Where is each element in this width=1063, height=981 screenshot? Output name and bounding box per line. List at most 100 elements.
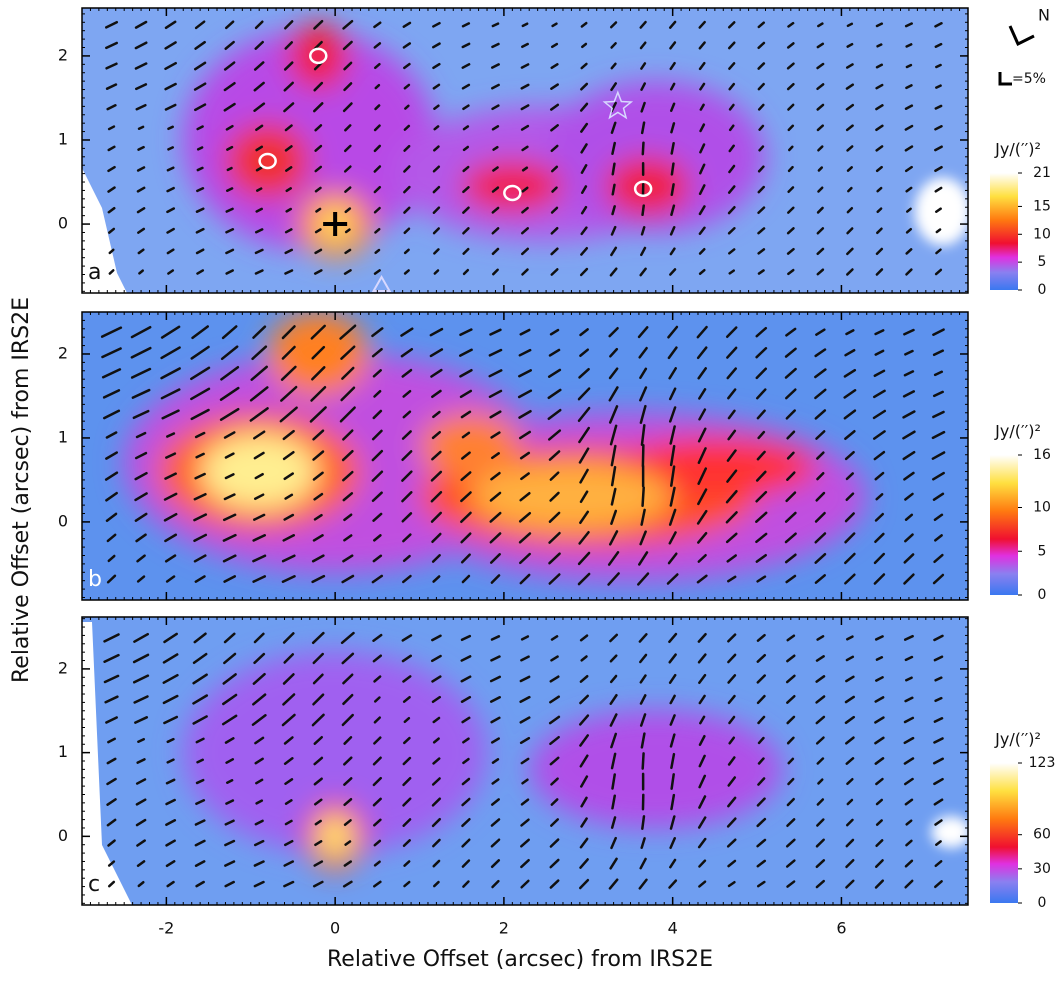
vector [343,777,353,786]
vector [846,22,854,28]
vector [282,429,295,441]
vector [728,144,735,153]
vector [136,860,146,868]
vector [611,141,616,155]
vector [193,554,207,563]
vector [637,572,650,586]
vector [373,185,382,194]
vector [933,553,944,564]
vector [935,228,942,234]
vector [220,345,239,361]
vector [130,325,152,339]
vector [134,512,148,522]
vector [728,248,736,255]
vector [903,471,915,481]
vector [611,773,616,790]
vector [815,430,826,440]
vector [136,186,146,193]
colorbar-tick-label: 0 [1038,282,1047,298]
vector [757,269,765,275]
vector [137,880,145,888]
vector [432,716,441,724]
vector [547,429,562,441]
vector [727,880,736,888]
vector [815,715,826,725]
vector [194,472,206,480]
vector [166,737,175,744]
vector [195,737,205,744]
vector [787,145,794,152]
vector [165,798,176,806]
vector [107,206,116,214]
vector [491,879,500,889]
vector [639,530,647,546]
y-tick-label: 1 [58,742,68,761]
vector [253,839,265,847]
vector [843,368,857,378]
vector [786,451,795,460]
vector [280,385,298,402]
vector [433,269,440,275]
vector [696,574,708,584]
vector [371,491,383,503]
vector [490,716,501,724]
vector [106,818,117,827]
vector [403,185,411,194]
vector [313,777,323,786]
vector [402,533,412,543]
vector [135,431,147,439]
vector [251,714,267,726]
mask [914,177,968,246]
vector [253,61,265,71]
vector [284,248,294,255]
vector [699,123,706,133]
vector [904,655,914,662]
vector [521,186,529,193]
vector [551,22,558,28]
vector [757,103,765,111]
colorbar-tick-label: 5 [1038,254,1047,270]
vector [491,104,500,111]
vector [845,329,855,336]
vector [904,22,913,28]
vector [728,269,735,275]
vectors [103,631,944,890]
vector [905,207,912,213]
vector [283,81,294,92]
vector [403,83,411,90]
vector [933,634,944,642]
vector [816,227,825,235]
vector [225,269,234,275]
vector [640,226,646,236]
vector [460,695,472,703]
vector [874,716,885,724]
vector [343,860,353,867]
vector [311,574,326,584]
vector [196,166,204,172]
vector [579,837,589,849]
vector [282,673,295,685]
vector [608,405,619,424]
vector [461,716,471,724]
vector [639,694,647,705]
vector [255,145,264,152]
vector [462,757,470,765]
vector [669,41,677,50]
vector [340,386,356,402]
vector [549,695,560,704]
vector [670,183,675,197]
vector [757,165,765,173]
vector [639,20,647,29]
vector [580,82,589,91]
vector [373,165,382,173]
vector [132,409,150,420]
vector [461,797,471,807]
vector [403,880,411,888]
vector [105,451,118,460]
vector [668,673,677,684]
vector [875,819,883,826]
vector [609,530,619,546]
vector [817,22,824,28]
vector [222,533,237,542]
vector [904,124,914,131]
